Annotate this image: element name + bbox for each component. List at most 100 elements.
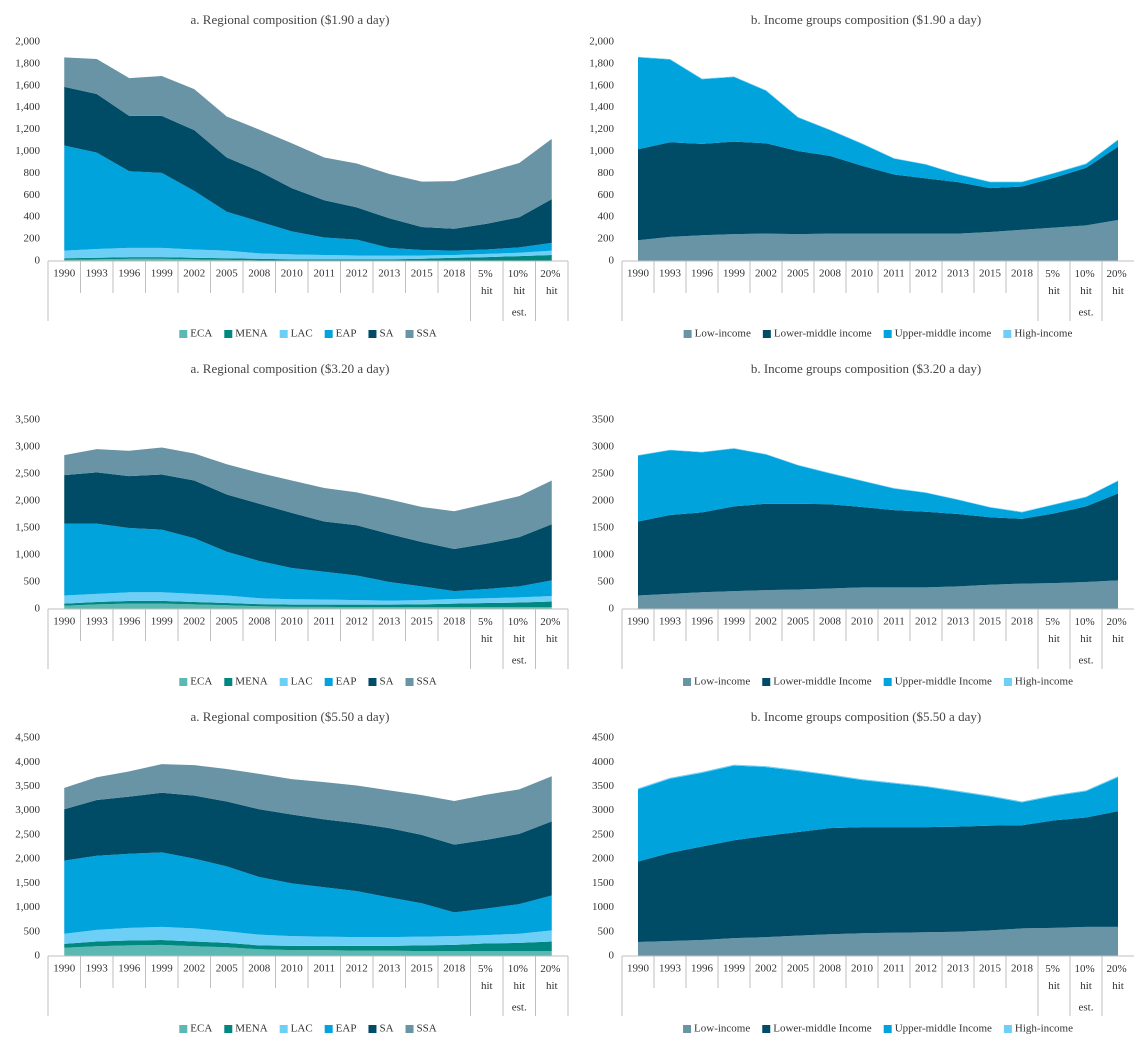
x-tick-label: 10% hit (1075, 616, 1098, 645)
y-tick-label: 0 (35, 603, 41, 615)
x-tick-label: 10% hit (1075, 268, 1098, 297)
legend-swatch (179, 330, 188, 338)
legend-label: Upper-middle income (895, 328, 992, 340)
legend-swatch (883, 330, 892, 338)
x-tick-label: 20% hit (540, 963, 563, 992)
area (638, 765, 1118, 862)
x-tick-label: 2015 (411, 616, 434, 628)
legend-swatch (224, 330, 233, 338)
legend-label: LAC (291, 1023, 313, 1035)
legend-label: ECA (190, 1023, 212, 1035)
chart: b. Income groups composition ($5.50 a da… (592, 709, 1134, 1035)
x-tick-label: 1990 (627, 616, 650, 628)
y-tick-label: 1,800 (15, 57, 40, 69)
category-group-label: est. (1079, 1002, 1094, 1014)
x-tick-label: 2015 (411, 963, 434, 975)
area (64, 940, 552, 952)
chart-title: b. Income groups composition ($5.50 a da… (751, 709, 981, 724)
legend-swatch (279, 1025, 288, 1033)
y-tick-label: 3,500 (15, 414, 40, 426)
x-tick-label: 20% hit (540, 268, 563, 297)
y-tick-label: 1,600 (15, 79, 40, 91)
legend-label: SA (379, 1023, 393, 1035)
x-tick-label: 20% hit (1107, 616, 1130, 645)
x-tick-label: 1996 (118, 268, 141, 280)
x-tick-label: 2011 (313, 963, 335, 975)
x-tick-label: 5% hit (1045, 963, 1062, 992)
x-tick-label: 2010 (281, 268, 304, 280)
x-tick-label: 1993 (86, 268, 109, 280)
area (64, 603, 552, 609)
area (64, 57, 552, 229)
x-tick-label: 2012 (346, 616, 368, 628)
area (638, 448, 1118, 522)
y-tick-label: 200 (24, 233, 41, 245)
legend: ECA MENA LAC EAP SA SSA (179, 1023, 437, 1035)
x-tick-label: 2018 (1011, 268, 1034, 280)
x-tick-label: 2012 (915, 963, 937, 975)
legend-swatch (405, 1025, 414, 1033)
legend-label: EAP (336, 328, 357, 340)
x-tick-label: 2011 (883, 616, 905, 628)
category-group-label: est. (512, 307, 527, 319)
y-tick-label: 4000 (592, 756, 615, 768)
legend-swatch (368, 1025, 377, 1033)
y-tick-label: 1,800 (589, 57, 614, 69)
legend-swatch (683, 1025, 692, 1033)
area (64, 247, 552, 260)
x-tick-label: 1999 (723, 268, 746, 280)
x-tick-label: 1999 (723, 616, 746, 628)
y-tick-label: 4,500 (15, 732, 40, 744)
x-tick-label: 2008 (819, 268, 842, 280)
legend-label: Lower-middle Income (773, 676, 872, 688)
legend-swatch (883, 678, 892, 686)
x-tick-label: 10% hit (508, 616, 531, 645)
x-tick-label: 2012 (915, 268, 937, 280)
y-tick-label: 600 (598, 189, 615, 201)
legend-swatch (405, 678, 414, 686)
legend: ECA MENA LAC EAP SA SSA (179, 676, 437, 688)
legend-swatch (762, 1025, 771, 1033)
y-tick-label: 0 (609, 603, 615, 615)
x-tick-label: 5% hit (1045, 616, 1062, 645)
legend-label: SSA (417, 676, 437, 688)
legend-swatch (224, 1025, 233, 1033)
chart-title: b. Income groups composition ($3.20 a da… (751, 361, 981, 376)
legend-swatch (762, 330, 771, 338)
y-tick-label: 1000 (592, 549, 615, 561)
y-tick-label: 1,500 (15, 522, 40, 534)
y-tick-label: 1,200 (15, 123, 40, 135)
legend-label: High-income (1014, 328, 1072, 340)
legend-swatch (324, 330, 333, 338)
x-tick-label: 5% hit (1045, 268, 1062, 297)
legend-label: LAC (291, 328, 313, 340)
chart-title: b. Income groups composition ($1.90 a da… (751, 12, 981, 27)
legend-swatch (324, 678, 333, 686)
category-group-label: est. (1079, 307, 1094, 319)
legend-swatch (883, 1025, 892, 1033)
y-tick-label: 400 (24, 211, 41, 223)
y-tick-label: 0 (35, 950, 41, 962)
y-tick-label: 3500 (592, 780, 615, 792)
x-tick-label: 1993 (659, 616, 682, 628)
x-tick-label: 1990 (53, 616, 76, 628)
y-tick-label: 4500 (592, 732, 615, 744)
y-tick-label: 1,200 (589, 123, 614, 135)
x-tick-label: 2002 (183, 616, 205, 628)
y-tick-label: 1,500 (15, 877, 40, 889)
area (638, 56, 1118, 183)
y-tick-label: 3,500 (15, 780, 40, 792)
x-tick-label: 2011 (883, 963, 905, 975)
area (638, 141, 1118, 241)
area (638, 811, 1118, 942)
legend-label: MENA (235, 676, 267, 688)
x-tick-label: 2002 (183, 268, 205, 280)
x-tick-label: 2013 (947, 616, 970, 628)
y-tick-label: 1000 (592, 901, 615, 913)
y-tick-label: 1,000 (589, 145, 614, 157)
x-tick-label: 2013 (378, 963, 401, 975)
x-tick-label: 2013 (378, 268, 401, 280)
x-tick-label: 5% hit (478, 616, 495, 645)
area (64, 764, 552, 845)
legend-label: Upper-middle Income (895, 676, 992, 688)
